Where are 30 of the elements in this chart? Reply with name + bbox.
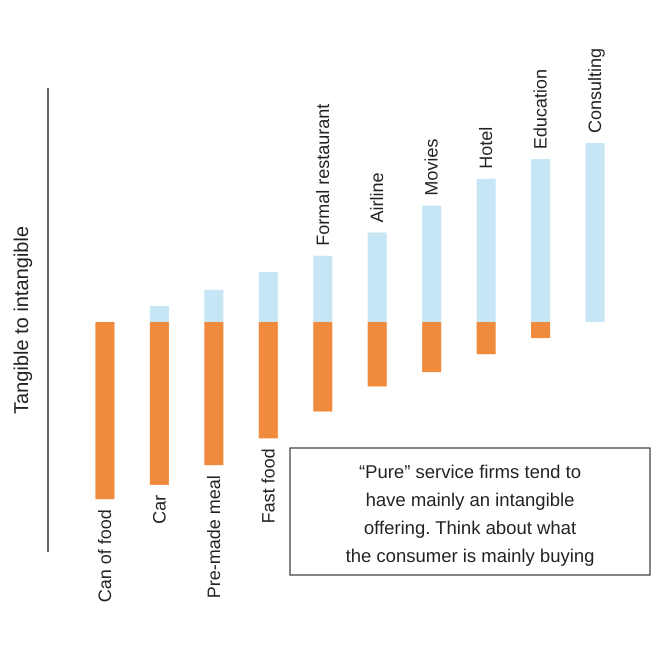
bar — [95, 322, 114, 500]
bar — [150, 322, 169, 485]
bar — [313, 322, 332, 412]
x-tick-label: Formal restaurant — [312, 104, 333, 246]
bar — [531, 159, 550, 322]
bar — [204, 322, 224, 466]
bar — [368, 232, 387, 322]
x-tick-label: Hotel — [476, 126, 496, 169]
x-tick-label: Can of food — [94, 509, 115, 602]
bar — [258, 272, 278, 322]
x-tick-label: Education — [530, 69, 551, 150]
x-tick-label: Consulting — [585, 48, 606, 133]
x-tick-label: Airline — [367, 172, 388, 222]
x-tick-label: Pre-made meal — [204, 475, 224, 598]
bar — [422, 322, 442, 372]
bar — [586, 143, 605, 322]
bar — [368, 322, 387, 386]
bar — [476, 322, 496, 354]
bar — [150, 306, 169, 322]
bar — [476, 178, 496, 322]
y-axis-title: Tangible to intangible — [11, 226, 33, 414]
annotation: “Pure” service firms tend to have mainly an intangible offering. Think about what the consumer is mainly buying — [346, 461, 594, 566]
bar — [531, 322, 550, 338]
x-tick-label: Movies — [422, 138, 442, 196]
bar — [422, 206, 442, 322]
x-tick-label: Car — [149, 494, 170, 524]
bar — [258, 322, 278, 438]
bar — [204, 290, 224, 322]
bar — [313, 256, 332, 322]
x-tick-label: Fast food — [258, 448, 278, 524]
